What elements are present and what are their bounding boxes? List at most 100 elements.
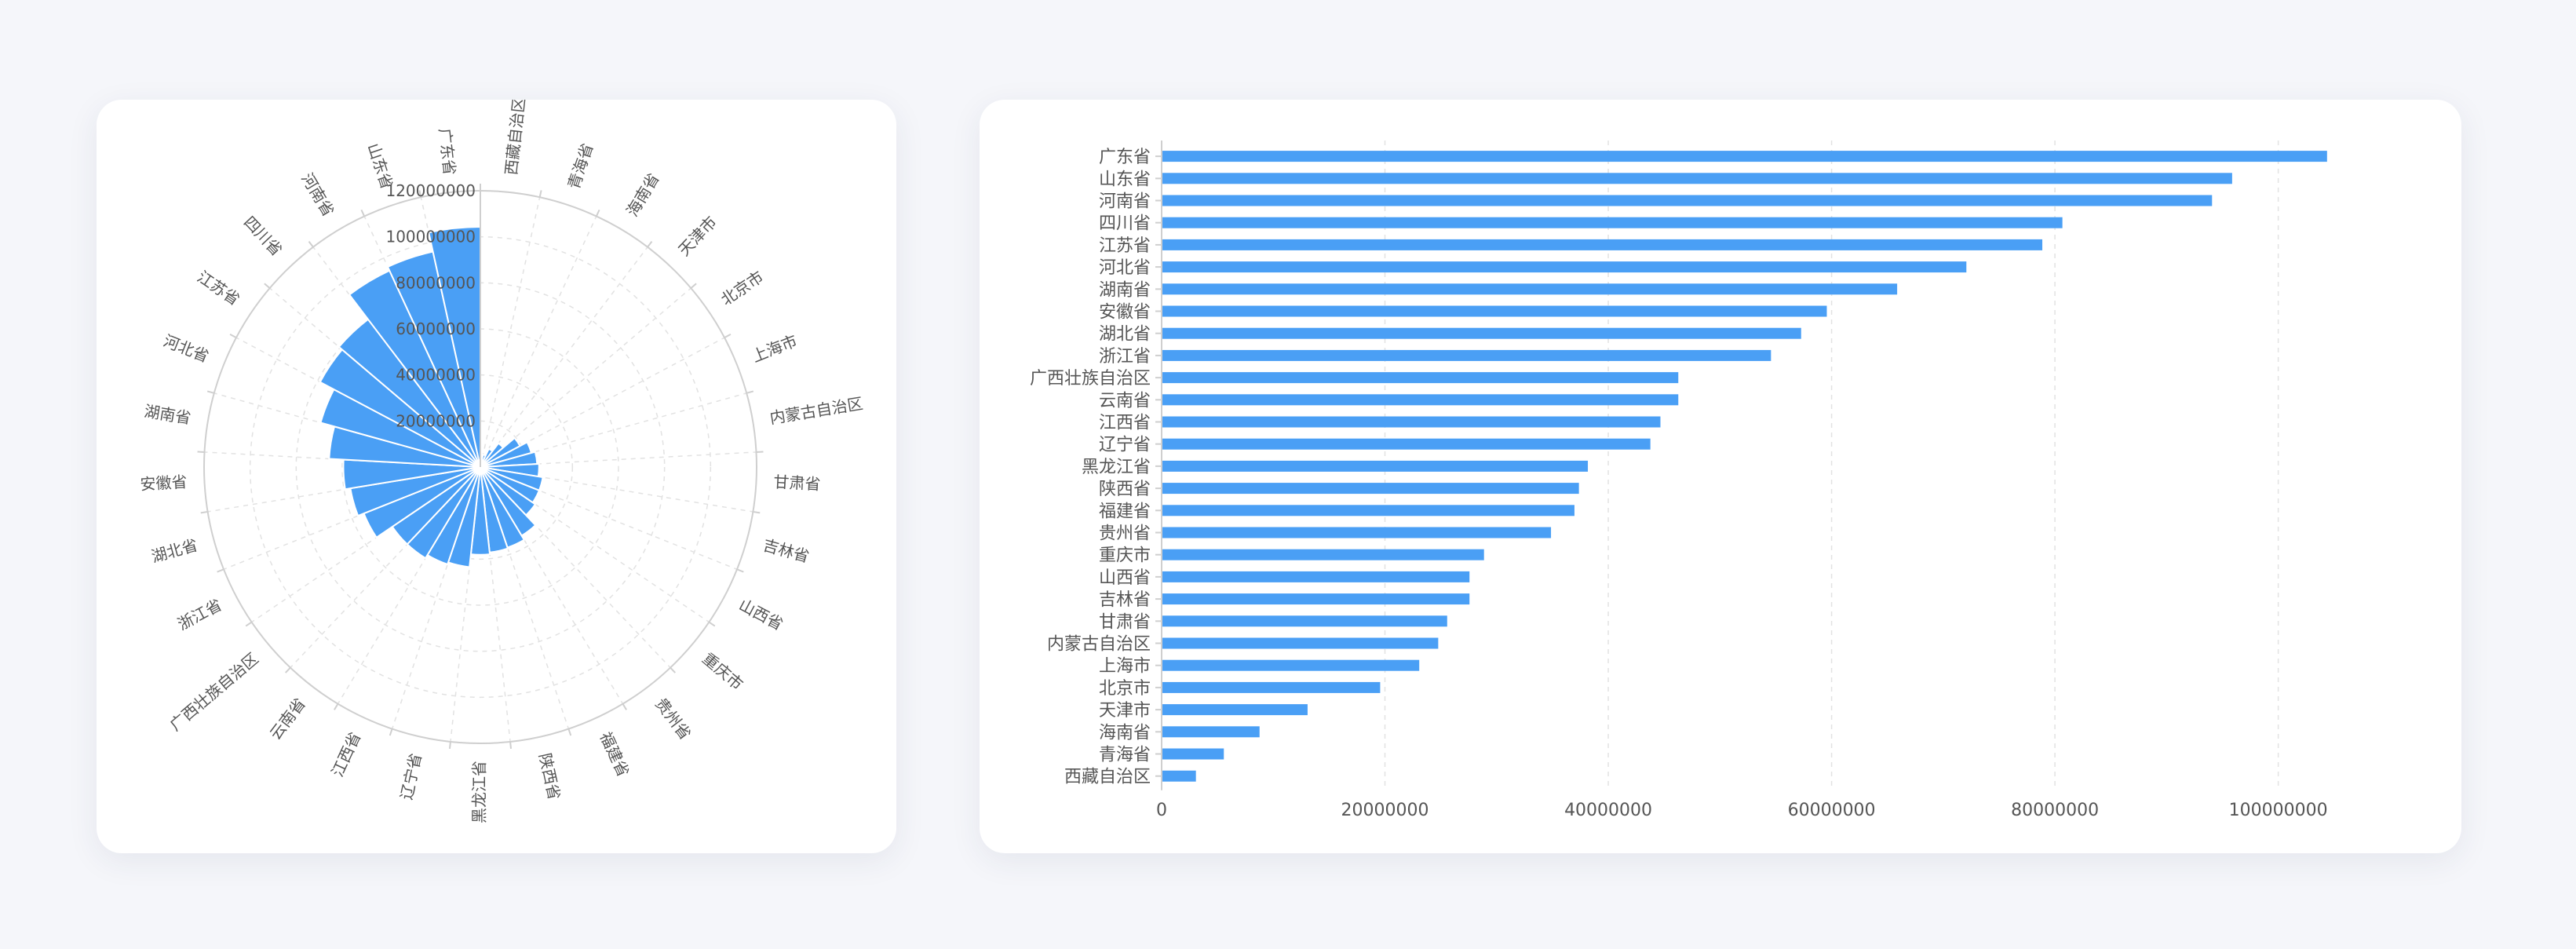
bar xyxy=(1162,416,1661,428)
y-category-label: 贵州省 xyxy=(1099,524,1151,544)
radial-tick-label: 40000000 xyxy=(396,366,476,385)
polar-grid-spoke xyxy=(480,216,597,468)
polar-axis-tick xyxy=(206,390,215,394)
y-category-label: 内蒙古自治区 xyxy=(1047,635,1151,655)
polar-axis-tick xyxy=(509,741,513,749)
polar-axis-tick xyxy=(724,334,732,339)
radial-tick-label: 60000000 xyxy=(396,319,476,338)
y-category-label: 海南省 xyxy=(1099,723,1151,743)
y-category-label: 福建省 xyxy=(1099,502,1151,521)
y-category-label: 安徽省 xyxy=(1099,303,1151,323)
polar-grid-spoke xyxy=(363,216,481,468)
polar-grid-spoke xyxy=(207,466,481,513)
polar-category-label: 福建省 xyxy=(597,729,633,780)
bar xyxy=(1162,151,2327,162)
polar-axis-tick xyxy=(690,283,697,289)
bar xyxy=(1162,261,1967,273)
bar xyxy=(1162,438,1651,450)
polar-category-label: 内蒙古自治区 xyxy=(768,394,864,428)
bar xyxy=(1162,327,1801,339)
bar xyxy=(1162,549,1484,560)
bar xyxy=(1162,659,1420,671)
polar-category-label: 广西壮族自治区 xyxy=(166,649,262,735)
polar-axis-tick xyxy=(334,703,339,710)
polar-axis-tick xyxy=(746,390,754,394)
polar-axis-tick xyxy=(448,741,451,749)
polar-axis-tick xyxy=(670,666,676,673)
polar-category-label: 湖北省 xyxy=(149,535,199,566)
radial-tick-label: 80000000 xyxy=(396,273,476,292)
bar xyxy=(1162,173,2232,184)
polar-grid-spoke xyxy=(480,392,747,468)
polar-grid-spoke xyxy=(480,466,671,669)
y-category-label: 陕西省 xyxy=(1099,480,1151,499)
radial-tick-label: 20000000 xyxy=(396,411,476,430)
y-category-label: 云南省 xyxy=(1099,391,1151,411)
polar-grid-spoke xyxy=(251,466,481,623)
polar-category-label: 黑龙江省 xyxy=(470,761,489,823)
polar-grid-spoke xyxy=(480,466,511,743)
polar-axis-tick xyxy=(595,209,600,217)
polar-grid-spoke xyxy=(480,246,648,468)
polar-grid-spoke xyxy=(480,466,624,705)
bar xyxy=(1162,681,1381,693)
x-tick-label: 100000000 xyxy=(2229,801,2328,820)
polar-category-label: 辽宁省 xyxy=(397,751,425,801)
x-tick-label: 60000000 xyxy=(1788,801,1876,820)
polar-grid-spoke xyxy=(480,451,757,468)
y-category-label: 河南省 xyxy=(1099,192,1151,212)
polar-axis-tick xyxy=(308,241,314,248)
y-category-label: 天津市 xyxy=(1099,701,1151,721)
polar-axis-tick xyxy=(622,703,627,710)
polar-category-label: 安徽省 xyxy=(140,473,188,494)
bar xyxy=(1162,571,1470,582)
bar xyxy=(1162,239,2043,250)
y-category-label: 北京市 xyxy=(1099,679,1151,699)
polar-axis-tick xyxy=(264,283,271,289)
polar-category-label: 天津市 xyxy=(674,213,721,260)
bar xyxy=(1162,460,1589,472)
y-category-label: 河北省 xyxy=(1099,258,1151,278)
polar-axis-tick xyxy=(736,568,744,573)
polar-category-label: 吉林省 xyxy=(761,535,812,566)
polar-category-label: 青海省 xyxy=(564,141,597,192)
y-category-label: 重庆市 xyxy=(1099,546,1151,566)
bar xyxy=(1162,217,2063,228)
bar xyxy=(1162,483,1579,495)
bar xyxy=(1162,770,1196,782)
y-category-label: 甘肃省 xyxy=(1099,612,1151,632)
radial-tick-label: 100000000 xyxy=(385,228,476,246)
polar-category-label: 山东省 xyxy=(363,141,396,192)
polar-axis-tick xyxy=(538,190,542,198)
bar xyxy=(1162,505,1574,516)
polar-category-label: 江苏省 xyxy=(194,267,243,309)
y-category-label: 吉林省 xyxy=(1099,590,1151,610)
polar-category-label: 重庆市 xyxy=(699,649,746,694)
polar-category-label: 上海市 xyxy=(749,331,800,367)
polar-grid-spoke xyxy=(480,466,710,623)
polar-axis-tick xyxy=(647,241,653,248)
polar-category-label: 四川省 xyxy=(240,213,286,260)
bar xyxy=(1162,527,1552,538)
polar-grid-spoke xyxy=(450,466,481,743)
polar-category-label: 海南省 xyxy=(622,170,662,220)
polar-category-label: 江西省 xyxy=(328,729,365,780)
polar-grid-spoke xyxy=(480,466,753,513)
y-category-label: 辽宁省 xyxy=(1099,436,1151,455)
polar-chart-card: 20000000 40000000 60000000 80000000 10000000… xyxy=(97,100,896,853)
bar xyxy=(1162,283,1898,295)
polar-category-label: 河北省 xyxy=(161,331,212,367)
polar-axis-tick xyxy=(285,666,291,673)
y-category-label: 黑龙江省 xyxy=(1082,458,1151,477)
bar-chart-card: 0 20000000 40000000 60000000 80000000 1000000… xyxy=(980,100,2461,853)
y-category-label: 湖南省 xyxy=(1099,280,1151,300)
bar xyxy=(1162,637,1439,649)
radial-tick-label: 120000000 xyxy=(385,181,476,200)
polar-grid-spoke xyxy=(391,466,481,729)
polar-axis-tick xyxy=(567,728,572,736)
polar-grid-spoke xyxy=(312,246,481,468)
polar-grid-spoke xyxy=(480,337,725,468)
x-tick-label: 0 xyxy=(1156,801,1167,820)
bar xyxy=(1162,372,1679,384)
y-category-label: 江西省 xyxy=(1099,414,1151,433)
